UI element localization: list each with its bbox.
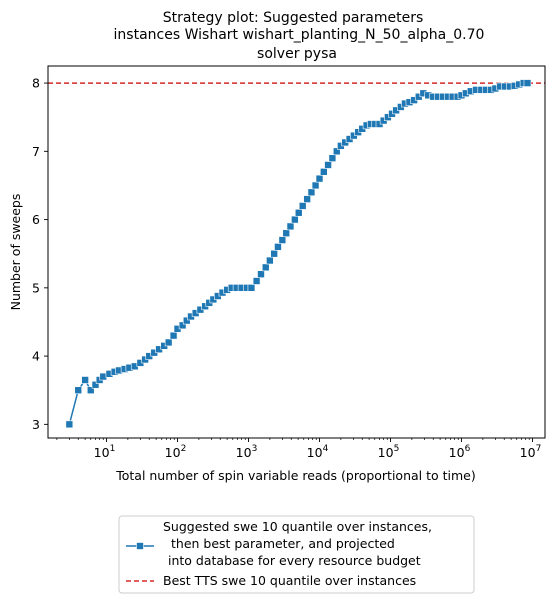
y-tick-label: 5	[32, 280, 40, 295]
data-point	[303, 195, 311, 203]
data-point	[74, 386, 83, 395]
data-point	[81, 376, 89, 384]
plot-area	[48, 79, 545, 429]
data-point	[320, 168, 328, 176]
data-point	[294, 208, 303, 217]
data-point	[324, 161, 332, 169]
data-point	[332, 147, 341, 156]
y-tick-label: 4	[32, 349, 40, 364]
legend-series-marker	[136, 542, 144, 550]
data-point	[252, 277, 261, 285]
chart-title-line-1: Strategy plot: Suggested parameters	[163, 10, 424, 26]
legend-box	[118, 515, 475, 594]
x-axis: 101 102 103 104 105 106 107	[56, 438, 542, 460]
data-point	[169, 331, 178, 340]
data-point	[291, 215, 299, 224]
data-point	[257, 270, 265, 278]
data-point	[247, 284, 256, 292]
data-point	[278, 236, 287, 244]
x-tick-label: 102	[165, 444, 187, 460]
data-point	[282, 229, 291, 238]
x-tick-label: 107	[520, 444, 542, 460]
data-point	[91, 380, 100, 389]
legend-series-label-line-2: then best parameter, and projected	[171, 536, 395, 551]
data-point	[178, 321, 187, 330]
y-axis: 3 4 5 6 7 8	[32, 76, 48, 432]
data-point	[311, 181, 320, 190]
data-point	[65, 420, 74, 429]
x-tick-label: 101	[94, 444, 116, 460]
data-point	[298, 202, 307, 210]
data-point	[274, 243, 282, 251]
legend-series-label-line-1: Suggested swe 10 quantile over instances…	[163, 519, 432, 534]
y-tick-label: 8	[32, 76, 40, 91]
x-tick-label: 105	[378, 444, 400, 460]
chart-title-line-2: instances Wishart wishart_planting_N_50_…	[114, 27, 485, 43]
data-point	[523, 79, 532, 87]
data-point	[315, 174, 324, 183]
data-point	[182, 316, 191, 325]
data-point	[266, 256, 274, 265]
y-tick-label: 7	[32, 144, 40, 159]
chart-title-line-3: solver pysa	[257, 46, 337, 62]
data-point	[286, 222, 295, 231]
x-axis-label: Total number of spin variable reads (pro…	[115, 468, 476, 483]
y-axis-label: Number of sweeps	[8, 194, 23, 311]
data-point	[261, 263, 270, 272]
y-tick-label: 6	[32, 212, 40, 227]
x-tick-label: 103	[236, 444, 258, 460]
y-tick-label: 3	[32, 417, 40, 432]
data-point	[307, 188, 316, 197]
legend-series-label-line-3: into database for every resource budget	[168, 553, 421, 568]
data-point	[164, 338, 173, 347]
x-tick-label: 104	[307, 444, 329, 460]
x-tick-label: 106	[449, 444, 471, 460]
data-point	[270, 249, 278, 258]
legend-reference-label: Best TTS swe 10 quantile over instances	[163, 573, 416, 588]
legend: Suggested swe 10 quantile over instances…	[118, 515, 475, 594]
series-line	[68, 82, 528, 425]
data-point	[328, 154, 337, 162]
data-point	[86, 386, 95, 395]
axes-frame	[47, 65, 546, 439]
